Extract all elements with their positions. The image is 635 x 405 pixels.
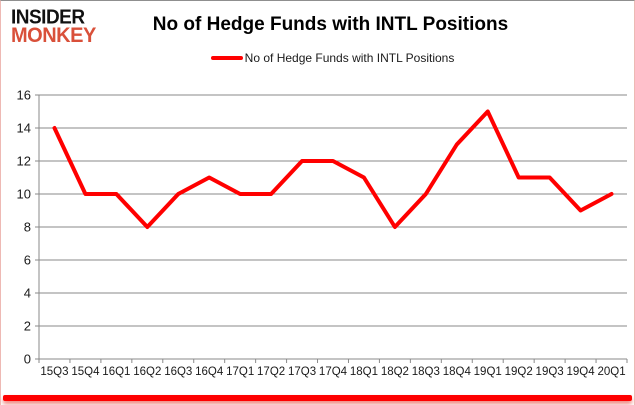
x-axis-label: 18Q3 (412, 366, 440, 378)
logo-text-insider: INSIDER (11, 6, 85, 29)
x-axis-label: 15Q3 (40, 366, 68, 378)
x-axis-label: 16Q4 (195, 366, 224, 378)
x-axis-label: 16Q2 (133, 366, 161, 378)
chart-title: No of Hedge Funds with INTL Positions (152, 14, 509, 35)
y-axis-label: 4 (24, 286, 31, 301)
chart-legend: No of Hedge Funds with INTL Positions (31, 51, 634, 65)
x-axis-label: 20Q1 (597, 366, 625, 378)
y-axis-label: 0 (24, 352, 31, 367)
y-axis-label: 10 (17, 187, 31, 202)
x-axis-label: 18Q4 (443, 366, 472, 378)
x-axis-label: 16Q3 (164, 366, 192, 378)
insider-monkey-logo: INSIDER MONKEY (11, 6, 96, 48)
x-axis-label: 17Q2 (257, 366, 285, 378)
x-axis-label: 19Q2 (505, 366, 533, 378)
x-axis-label: 18Q2 (381, 366, 409, 378)
x-axis-label: 19Q1 (474, 366, 502, 378)
chart-area: 0 2 4 6 8 10 12 14 16 15Q3 15Q4 16Q1 16Q2 16Q3 16Q4 17Q… (1, 86, 634, 389)
y-axis-label: 8 (24, 220, 31, 235)
x-axis-label: 17Q3 (288, 366, 316, 378)
legend-label: No of Hedge Funds with INTL Positions (244, 50, 455, 65)
x-axis-label: 17Q1 (226, 366, 254, 378)
x-axis-label: 15Q4 (71, 366, 100, 378)
x-axis-label: 19Q4 (567, 366, 596, 378)
y-axis-label: 14 (17, 121, 31, 136)
data-line-series (52, 109, 614, 229)
y-axis-label: 12 (17, 154, 31, 169)
logo-text-monkey: MONKEY (11, 24, 96, 48)
bottom-red-bar (3, 395, 632, 401)
legend-line-marker (210, 55, 243, 60)
y-axis-label: 16 (17, 88, 31, 103)
x-axis-label: 18Q1 (350, 366, 378, 378)
y-axis-label: 6 (24, 253, 31, 268)
y-axis-label: 2 (24, 319, 31, 334)
x-axis-label: 16Q1 (102, 366, 130, 378)
x-axis-label: 19Q3 (536, 366, 564, 378)
x-axis-label: 17Q4 (319, 366, 348, 378)
chart-header: INSIDER MONKEY No of Hedge Funds with IN… (1, 1, 634, 48)
